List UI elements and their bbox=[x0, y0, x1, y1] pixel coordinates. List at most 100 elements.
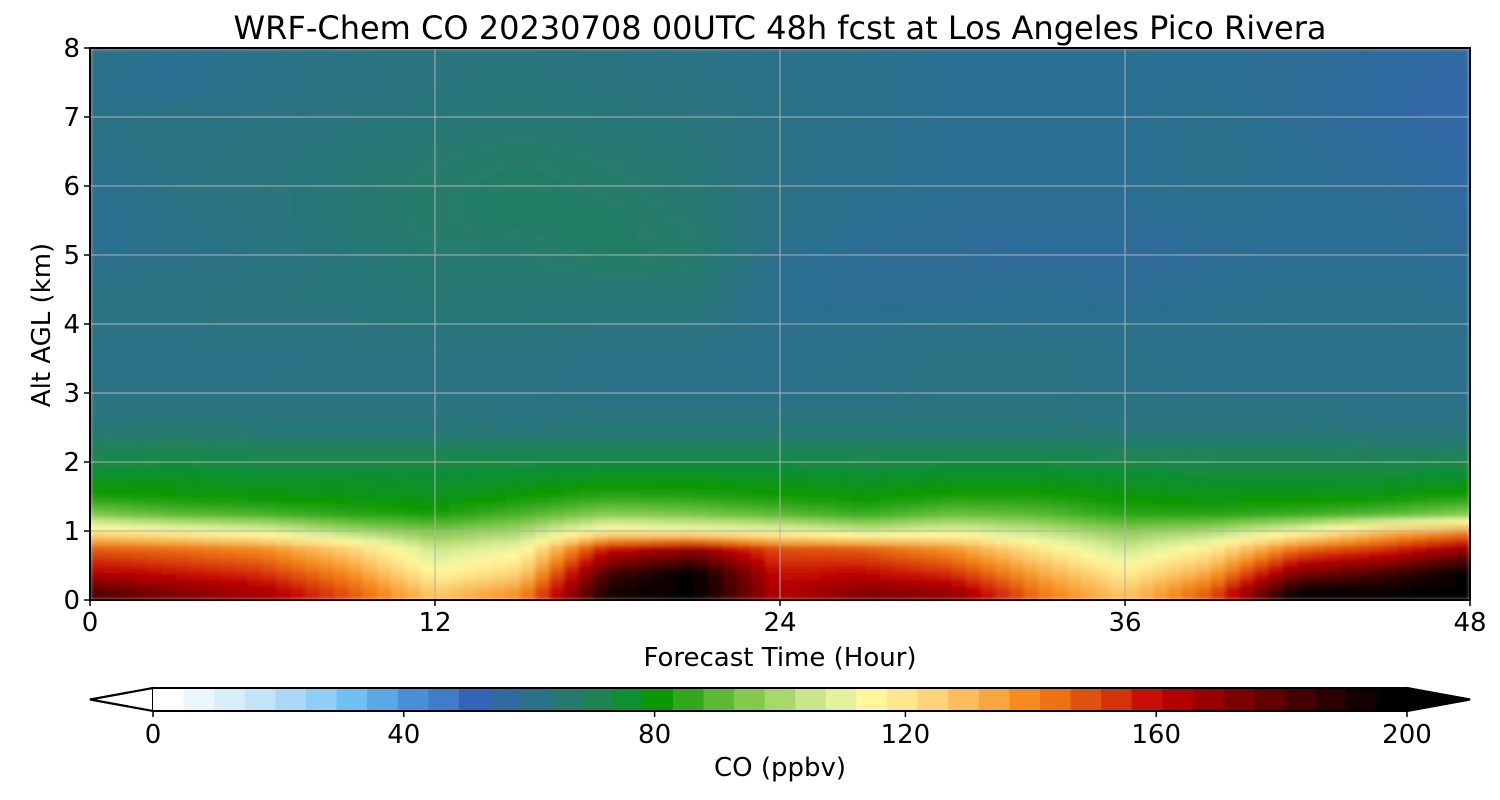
heatmap-cell bbox=[1153, 268, 1169, 277]
heatmap-cell bbox=[923, 261, 939, 270]
heatmap-cell bbox=[319, 523, 335, 532]
heatmap-cell bbox=[765, 502, 781, 511]
heatmap-cell bbox=[722, 468, 738, 477]
heatmap-cell bbox=[420, 351, 436, 359]
heatmap-cell bbox=[722, 275, 738, 284]
heatmap-cell bbox=[506, 475, 522, 484]
heatmap-cell bbox=[1383, 468, 1399, 477]
heatmap-cell bbox=[218, 406, 235, 415]
heatmap-cell bbox=[1383, 489, 1399, 497]
heatmap-cell bbox=[1023, 282, 1040, 290]
heatmap-cell bbox=[161, 254, 177, 263]
heatmap-cell bbox=[1225, 371, 1241, 380]
heatmap-cell bbox=[1311, 502, 1327, 511]
heatmap-cell bbox=[1167, 351, 1183, 359]
heatmap-cell bbox=[1138, 461, 1155, 470]
heatmap-cell bbox=[678, 399, 695, 408]
heatmap-cell bbox=[1038, 544, 1054, 553]
heatmap-cell bbox=[434, 309, 450, 318]
heatmap-cell bbox=[966, 440, 982, 449]
heatmap-cell bbox=[923, 282, 939, 290]
heatmap-cell bbox=[635, 240, 652, 249]
heatmap-cell bbox=[1368, 433, 1385, 442]
heatmap-cell bbox=[923, 440, 939, 449]
heatmap-cell bbox=[937, 509, 953, 518]
heatmap-cell bbox=[1282, 302, 1298, 311]
heatmap-cell bbox=[1426, 371, 1442, 380]
heatmap-cell bbox=[1023, 261, 1040, 270]
heatmap-cell bbox=[793, 247, 810, 256]
heatmap-cell bbox=[1182, 530, 1198, 539]
heatmap-cell bbox=[1440, 364, 1457, 373]
heatmap-cell bbox=[262, 330, 278, 339]
heatmap-cell bbox=[103, 358, 120, 366]
heatmap-cell bbox=[1455, 406, 1470, 415]
heatmap-cell bbox=[621, 523, 637, 532]
heatmap-cell bbox=[1354, 516, 1370, 525]
heatmap-cell bbox=[520, 558, 537, 566]
heatmap-cell bbox=[1311, 309, 1327, 318]
heatmap-cell bbox=[923, 461, 939, 470]
heatmap-cell bbox=[405, 289, 422, 297]
heatmap-cell bbox=[477, 447, 493, 456]
heatmap-cell bbox=[607, 468, 623, 477]
heatmap-cell bbox=[678, 530, 695, 539]
heatmap-cell bbox=[1182, 316, 1198, 325]
heatmap-cell bbox=[750, 309, 767, 318]
heatmap-cell bbox=[492, 406, 508, 415]
heatmap-cell bbox=[233, 289, 249, 297]
heatmap-cell bbox=[535, 289, 551, 297]
heatmap-cell bbox=[765, 551, 781, 560]
heatmap-cell bbox=[362, 571, 378, 580]
heatmap-cell bbox=[1368, 516, 1385, 525]
heatmap-cell bbox=[448, 578, 465, 587]
heatmap-cell bbox=[995, 268, 1011, 277]
heatmap-cell bbox=[420, 585, 436, 594]
heatmap-cell bbox=[434, 530, 450, 539]
heatmap-cell bbox=[678, 558, 695, 566]
heatmap-cell bbox=[420, 551, 436, 560]
heatmap-cell bbox=[779, 433, 795, 442]
heatmap-cell bbox=[578, 440, 594, 449]
heatmap-cell bbox=[793, 254, 810, 263]
heatmap-cell bbox=[333, 371, 350, 380]
heatmap-cell bbox=[276, 558, 292, 566]
heatmap-cell bbox=[463, 592, 479, 600]
heatmap-cell bbox=[851, 378, 867, 387]
heatmap-cell bbox=[793, 316, 810, 325]
heatmap-cell bbox=[118, 254, 134, 263]
heatmap-cell bbox=[434, 571, 450, 580]
heatmap-cell bbox=[1253, 358, 1270, 366]
heatmap-cell bbox=[822, 289, 838, 297]
heatmap-cell bbox=[722, 289, 738, 297]
heatmap-cell bbox=[161, 323, 177, 332]
heatmap-cell bbox=[218, 447, 235, 456]
heatmap-cell bbox=[908, 351, 925, 359]
heatmap-cell bbox=[204, 447, 220, 456]
heatmap-cell bbox=[1225, 489, 1241, 497]
heatmap-cell bbox=[161, 406, 177, 415]
heatmap-cell bbox=[779, 351, 795, 359]
heatmap-cell bbox=[132, 254, 148, 263]
heatmap-cell bbox=[1426, 295, 1442, 304]
heatmap-cell bbox=[592, 282, 608, 290]
heatmap-cell bbox=[1383, 420, 1399, 428]
heatmap-cell bbox=[175, 240, 192, 249]
heatmap-cell bbox=[190, 447, 206, 456]
heatmap-cell bbox=[1225, 447, 1241, 456]
heatmap-cell bbox=[1225, 344, 1241, 353]
heatmap-cell bbox=[161, 247, 177, 256]
heatmap-cell bbox=[1383, 330, 1399, 339]
heatmap-cell bbox=[506, 565, 522, 573]
heatmap-cell bbox=[1368, 323, 1385, 332]
heatmap-cell bbox=[1340, 482, 1356, 491]
heatmap-cell bbox=[290, 578, 307, 587]
heatmap-cell bbox=[477, 392, 493, 401]
heatmap-cell bbox=[1268, 316, 1284, 325]
heatmap-cell bbox=[420, 420, 436, 428]
heatmap-cell bbox=[908, 537, 925, 546]
heatmap-cell bbox=[1368, 475, 1385, 484]
heatmap-cell bbox=[722, 302, 738, 311]
heatmap-cell bbox=[1354, 558, 1370, 566]
heatmap-cell bbox=[808, 482, 824, 491]
